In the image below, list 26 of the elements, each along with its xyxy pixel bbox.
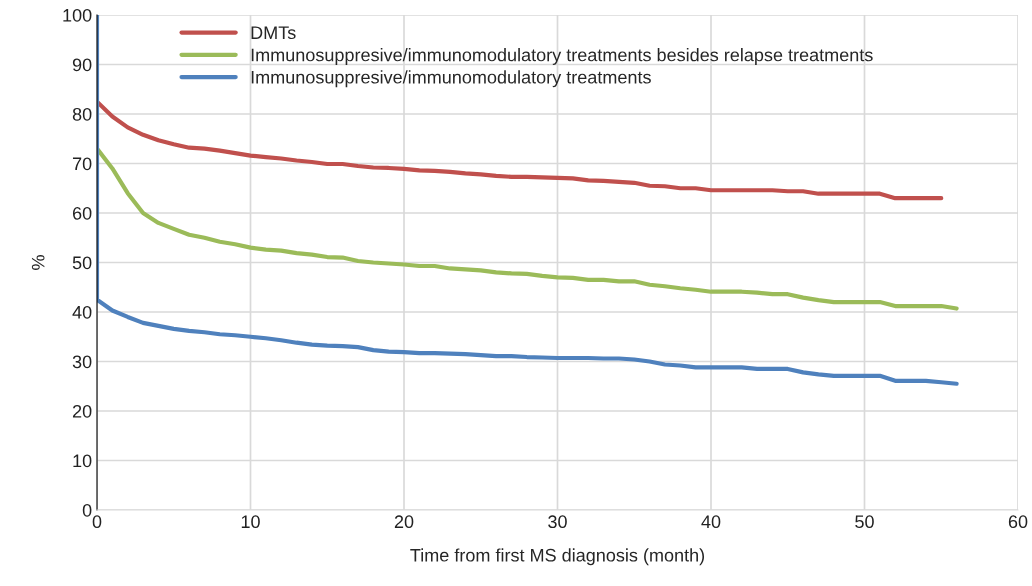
- x-tick-label: 0: [92, 515, 102, 529]
- y-tick-label: 40: [72, 305, 92, 319]
- x-tick-label: 20: [394, 515, 414, 529]
- y-tick-label: 50: [72, 256, 92, 270]
- x-axis-title: Time from first MS diagnosis (month): [410, 548, 705, 566]
- x-tick-label: 60: [1008, 515, 1028, 529]
- line-series: [97, 146, 959, 311]
- y-tick-label: 70: [72, 157, 92, 171]
- y-tick-label: 60: [72, 206, 92, 220]
- y-axis-title: %: [31, 255, 45, 270]
- y-tick-label: 80: [72, 107, 92, 121]
- line-series: [97, 15, 959, 386]
- y-tick-label: 20: [72, 404, 92, 418]
- x-tick-label: 30: [548, 515, 567, 529]
- y-tick-label: 0: [82, 503, 92, 517]
- y-tick-label: 90: [72, 58, 92, 72]
- x-tick-label: 10: [241, 515, 260, 529]
- x-tick-label: 40: [701, 515, 721, 529]
- legend-label: Immunosuppresive/immunomodulatory treatments: [251, 70, 651, 88]
- y-tick-label: 30: [72, 355, 92, 369]
- x-tick-label: 50: [855, 515, 874, 529]
- legend-label: Immunosuppresive/immunomodulatory treatments besides relapse treatments: [251, 48, 873, 65]
- line-series: [97, 99, 944, 201]
- y-tick-label: 10: [73, 454, 92, 468]
- y-tick-label: 100: [63, 8, 92, 22]
- legend-label: DMTs: [251, 26, 296, 40]
